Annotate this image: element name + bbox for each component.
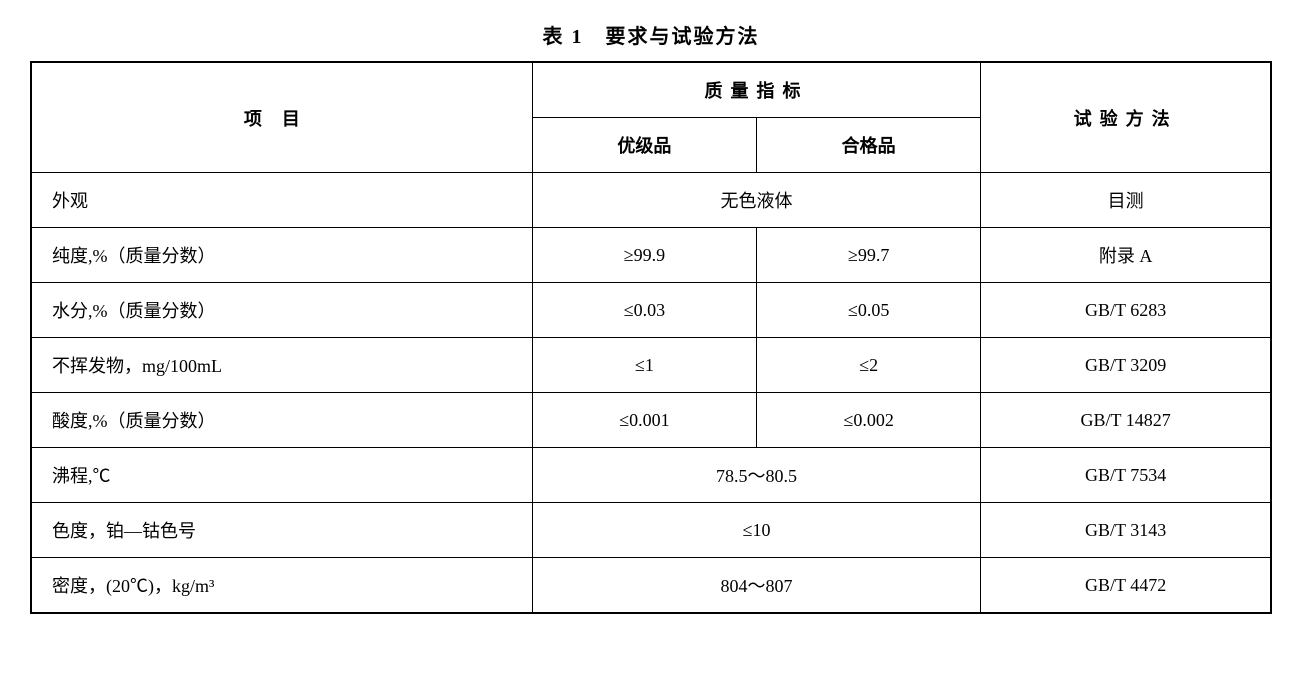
cell-method: GB/T 3209 xyxy=(981,338,1271,393)
cell-method: GB/T 6283 xyxy=(981,283,1271,338)
cell-merged-value: 无色液体 xyxy=(532,173,981,228)
cell-qualified: ≤0.05 xyxy=(757,283,981,338)
cell-method: GB/T 4472 xyxy=(981,558,1271,614)
cell-premium: ≤1 xyxy=(532,338,756,393)
table-title: 表 1 要求与试验方法 xyxy=(30,20,1272,49)
cell-merged-value: 78.5～80.5 xyxy=(532,448,981,503)
cell-qualified: ≤0.002 xyxy=(757,393,981,448)
cell-item: 沸程,℃ xyxy=(31,448,532,503)
cell-method: GB/T 14827 xyxy=(981,393,1271,448)
header-quality: 质量指标 xyxy=(532,62,981,118)
table-row: 沸程,℃ 78.5～80.5 GB/T 7534 xyxy=(31,448,1271,503)
cell-merged-value: ≤10 xyxy=(532,503,981,558)
cell-premium: ≤0.001 xyxy=(532,393,756,448)
cell-method: 附录 A xyxy=(981,228,1271,283)
header-item: 项目 xyxy=(31,62,532,173)
cell-item: 色度，铂—钴色号 xyxy=(31,503,532,558)
cell-method: 目测 xyxy=(981,173,1271,228)
cell-qualified: ≤2 xyxy=(757,338,981,393)
header-premium: 优级品 xyxy=(532,118,756,173)
cell-premium: ≥99.9 xyxy=(532,228,756,283)
cell-item: 纯度,%（质量分数） xyxy=(31,228,532,283)
cell-item: 不挥发物，mg/100mL xyxy=(31,338,532,393)
table-row: 不挥发物，mg/100mL ≤1 ≤2 GB/T 3209 xyxy=(31,338,1271,393)
header-row-1: 项目 质量指标 试验方法 xyxy=(31,62,1271,118)
cell-item: 密度，(20℃)，kg/m³ xyxy=(31,558,532,614)
table-row: 纯度,%（质量分数） ≥99.9 ≥99.7 附录 A xyxy=(31,228,1271,283)
cell-merged-value: 804～807 xyxy=(532,558,981,614)
header-qualified: 合格品 xyxy=(757,118,981,173)
cell-item: 酸度,%（质量分数） xyxy=(31,393,532,448)
cell-premium: ≤0.03 xyxy=(532,283,756,338)
cell-qualified: ≥99.7 xyxy=(757,228,981,283)
table-row: 酸度,%（质量分数） ≤0.001 ≤0.002 GB/T 14827 xyxy=(31,393,1271,448)
table-row: 外观 无色液体 目测 xyxy=(31,173,1271,228)
table-row: 密度，(20℃)，kg/m³ 804～807 GB/T 4472 xyxy=(31,558,1271,614)
cell-method: GB/T 7534 xyxy=(981,448,1271,503)
cell-item: 水分,%（质量分数） xyxy=(31,283,532,338)
spec-table: 项目 质量指标 试验方法 优级品 合格品 外观 无色液体 目测 纯度,%（质量分… xyxy=(30,61,1272,614)
header-method: 试验方法 xyxy=(981,62,1271,173)
table-row: 水分,%（质量分数） ≤0.03 ≤0.05 GB/T 6283 xyxy=(31,283,1271,338)
cell-item: 外观 xyxy=(31,173,532,228)
cell-method: GB/T 3143 xyxy=(981,503,1271,558)
table-row: 色度，铂—钴色号 ≤10 GB/T 3143 xyxy=(31,503,1271,558)
